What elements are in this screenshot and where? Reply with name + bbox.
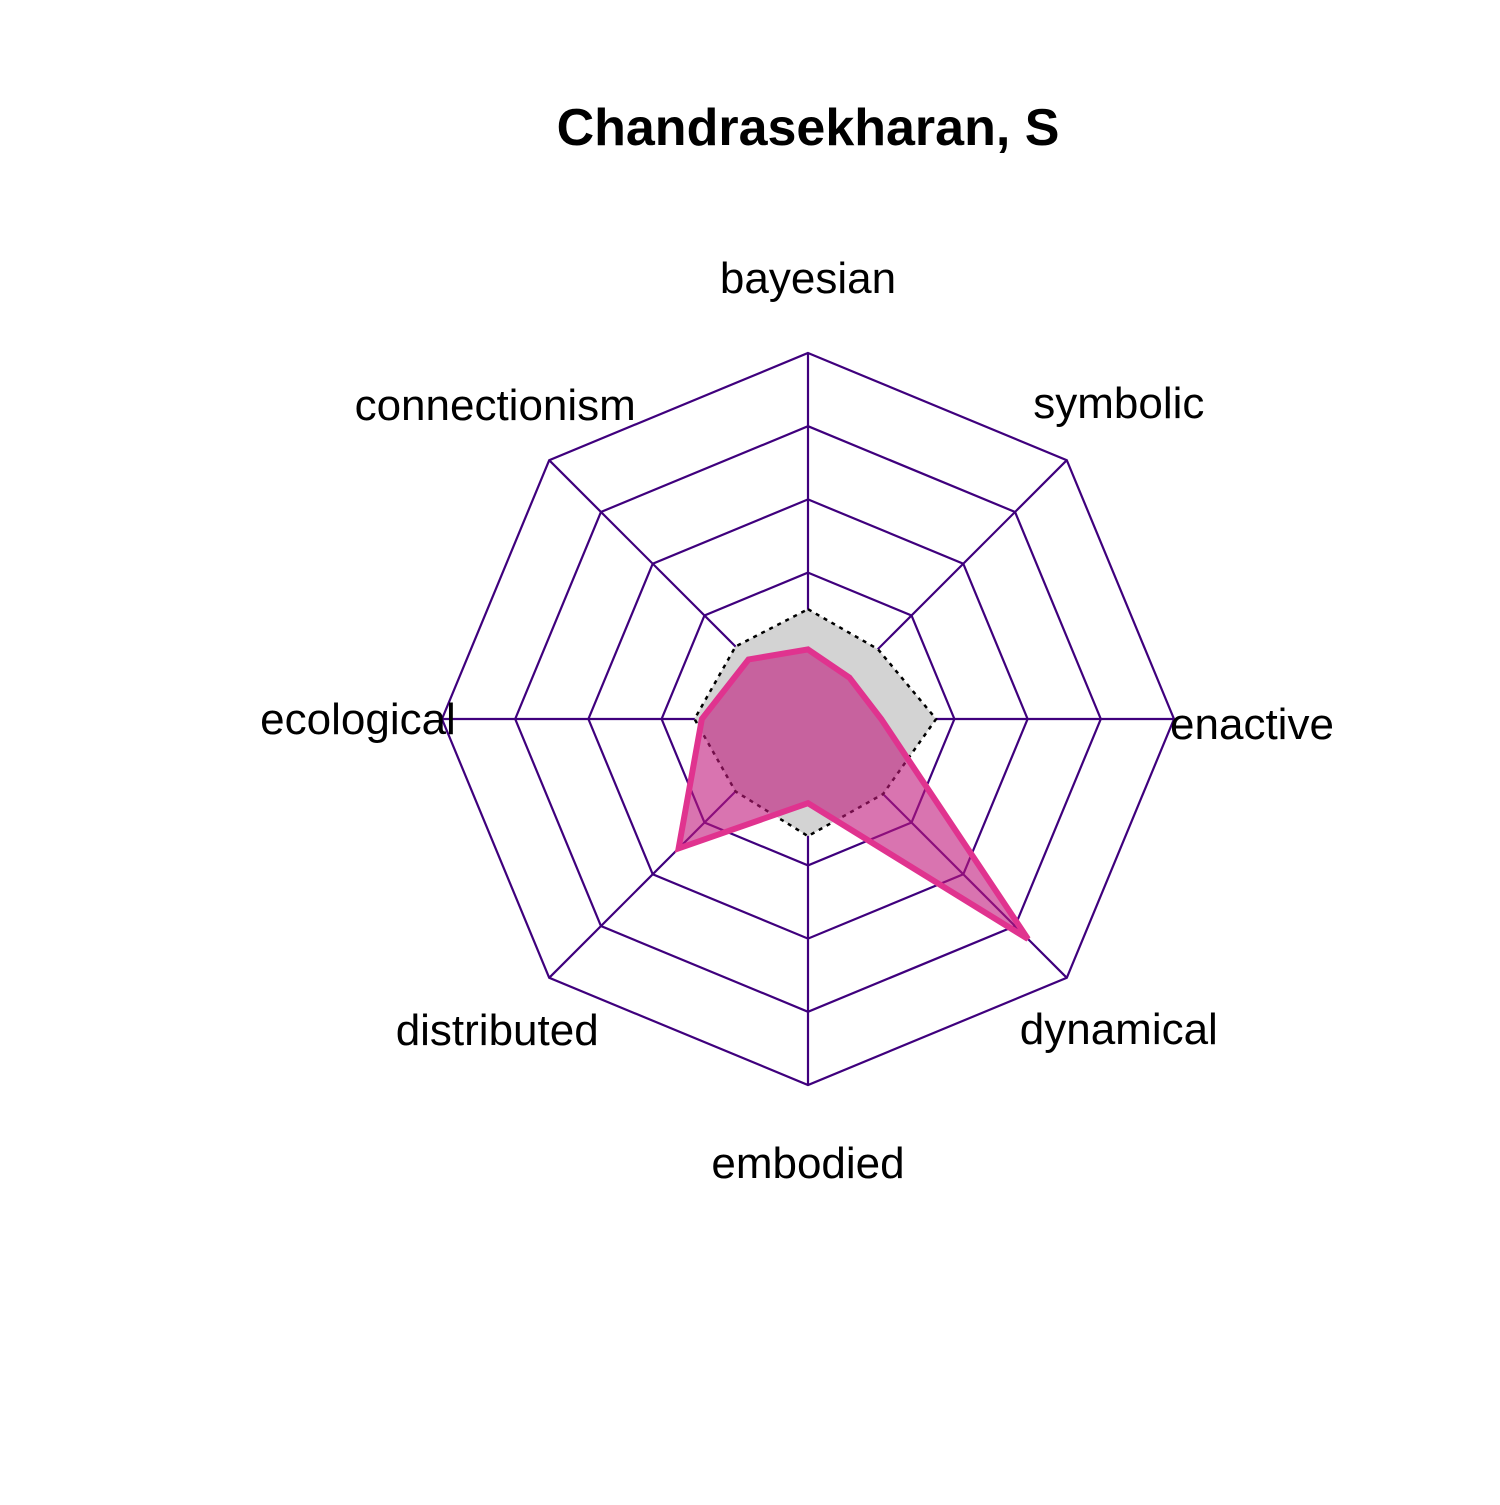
axis-label-layer: bayesian symbolic enactive dynamical embodie… xyxy=(260,254,1334,1188)
axis-label-ecological: ecological xyxy=(260,695,456,744)
chart-title: Chandrasekharan, S xyxy=(557,99,1060,157)
series-polygon-profile xyxy=(674,646,1031,942)
series-layer xyxy=(674,607,1031,942)
axis-label-distributed: distributed xyxy=(396,1006,599,1055)
axis-label-symbolic: symbolic xyxy=(1033,379,1204,428)
axis-label-dynamical: dynamical xyxy=(1020,1005,1218,1054)
axis-label-bayesian: bayesian xyxy=(720,254,896,303)
axis-label-enactive: enactive xyxy=(1170,700,1334,749)
axis-label-embodied: embodied xyxy=(711,1139,904,1188)
axis-label-connectionism: connectionism xyxy=(355,381,636,430)
